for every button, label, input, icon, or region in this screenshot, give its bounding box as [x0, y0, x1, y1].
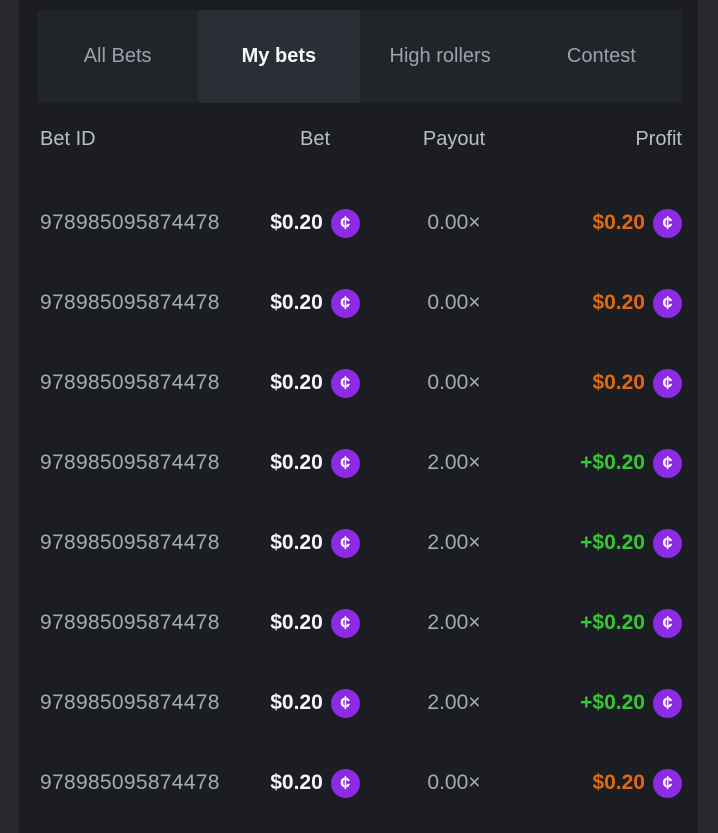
tab-contest[interactable]: Contest: [566, 45, 636, 67]
bet-amount-cell: $0.20 ¢: [270, 288, 360, 318]
profit-amount: +$0.20: [580, 691, 645, 714]
bet-amount-cell: $0.20 ¢: [270, 528, 360, 558]
tab-high-rollers[interactable]: High rollers: [389, 45, 491, 67]
coin-icon: ¢: [653, 528, 682, 558]
bet-amount: $0.20: [270, 691, 323, 714]
bet-amount-cell: $0.20 ¢: [270, 608, 360, 638]
payout-cell: 2.00×: [427, 691, 481, 714]
bet-amount-cell: $0.20 ¢: [270, 448, 360, 478]
payout-cell: 0.00×: [427, 771, 481, 794]
coin-icon: ¢: [653, 768, 682, 798]
profit-amount: +$0.20: [580, 531, 645, 554]
bet-amount: $0.20: [270, 451, 323, 474]
profit-amount: +$0.20: [580, 451, 645, 474]
profit-cell: $0.20 ¢: [592, 368, 682, 398]
coin-icon: ¢: [330, 528, 360, 558]
bet-amount: $0.20: [270, 771, 323, 794]
profit-cell: +$0.20 ¢: [580, 448, 682, 478]
bet-id-cell: 978985095874478: [40, 211, 220, 234]
table-row[interactable]: 978985095874478 $0.20 ¢ 0.00× $0.20 ¢: [37, 343, 682, 423]
coin-icon: ¢: [330, 208, 360, 238]
profit-amount: $0.20: [592, 771, 645, 794]
payout-cell: 2.00×: [427, 531, 481, 554]
table-row[interactable]: 978985095874478 $0.20 ¢ 0.00× $0.20 ¢: [37, 743, 682, 823]
bet-amount: $0.20: [270, 211, 323, 234]
bet-amount-cell: $0.20 ¢: [270, 768, 360, 798]
coin-icon: ¢: [653, 608, 682, 638]
coin-icon: ¢: [330, 608, 360, 638]
bet-id-cell: 978985095874478: [40, 691, 220, 714]
profit-cell: +$0.20 ¢: [580, 608, 682, 638]
table-row[interactable]: 978985095874478 $0.20 ¢ 2.00× +$0.20 ¢: [37, 583, 682, 663]
profit-amount: $0.20: [592, 211, 645, 234]
bet-amount: $0.20: [270, 611, 323, 634]
bet-amount-cell: $0.20 ¢: [270, 208, 360, 238]
profit-cell: $0.20 ¢: [592, 768, 682, 798]
profit-cell: +$0.20 ¢: [580, 528, 682, 558]
profit-amount: +$0.20: [580, 611, 645, 634]
col-header-bet: Bet: [299, 127, 331, 150]
table-row[interactable]: 978985095874478 $0.20 ¢ 0.00× $0.20 ¢: [37, 183, 682, 263]
col-header-profit: Profit: [635, 127, 682, 150]
profit-amount: $0.20: [592, 371, 645, 394]
bet-amount: $0.20: [270, 291, 323, 314]
coin-icon: ¢: [653, 688, 682, 718]
bet-amount-cell: $0.20 ¢: [270, 688, 360, 718]
payout-cell: 0.00×: [427, 291, 481, 314]
profit-cell: +$0.20 ¢: [580, 688, 682, 718]
coin-icon: ¢: [653, 288, 682, 318]
bet-amount-cell: $0.20 ¢: [270, 368, 360, 398]
coin-icon: ¢: [653, 368, 682, 398]
profit-cell: $0.20 ¢: [592, 288, 682, 318]
coin-icon: ¢: [653, 448, 682, 478]
bet-id-cell: 978985095874478: [40, 371, 220, 394]
table-row[interactable]: 978985095874478 $0.20 ¢ 2.00× +$0.20 ¢: [37, 423, 682, 503]
bet-id-cell: 978985095874478: [40, 531, 220, 554]
table-body: 978985095874478 $0.20 ¢ 0.00× $0.20 ¢ 97…: [37, 183, 682, 823]
table-row[interactable]: 978985095874478 $0.20 ¢ 0.00× $0.20 ¢: [37, 263, 682, 343]
profit-amount: $0.20: [592, 291, 645, 314]
payout-cell: 2.00×: [427, 451, 481, 474]
bet-id-cell: 978985095874478: [40, 291, 220, 314]
bet-id-cell: 978985095874478: [40, 451, 220, 474]
tab-all-bets[interactable]: All Bets: [83, 45, 152, 67]
bets-tabbar: All Bets My bets High rollers Contest: [37, 10, 682, 103]
bets-table: Bet ID Bet Payout Profit 978985095874478…: [37, 103, 682, 823]
table-row[interactable]: 978985095874478 $0.20 ¢ 2.00× +$0.20 ¢: [37, 663, 682, 743]
coin-icon: ¢: [653, 208, 682, 238]
bet-amount: $0.20: [270, 371, 323, 394]
bet-amount: $0.20: [270, 531, 323, 554]
table-row[interactable]: 978985095874478 $0.20 ¢ 2.00× +$0.20 ¢: [37, 503, 682, 583]
coin-icon: ¢: [330, 768, 360, 798]
col-header-payout: Payout: [422, 127, 486, 150]
payout-cell: 2.00×: [427, 611, 481, 634]
bet-id-cell: 978985095874478: [40, 611, 220, 634]
coin-icon: ¢: [330, 448, 360, 478]
coin-icon: ¢: [330, 688, 360, 718]
coin-icon: ¢: [330, 288, 360, 318]
table-header-row: Bet ID Bet Payout Profit: [37, 103, 682, 175]
tab-my-bets[interactable]: My bets: [198, 10, 360, 103]
bet-id-cell: 978985095874478: [40, 771, 220, 794]
payout-cell: 0.00×: [427, 211, 481, 234]
col-header-bet-id: Bet ID: [40, 127, 96, 150]
payout-cell: 0.00×: [427, 371, 481, 394]
profit-cell: $0.20 ¢: [592, 208, 682, 238]
coin-icon: ¢: [330, 368, 360, 398]
bets-panel: All Bets My bets High rollers Contest Be…: [19, 0, 698, 833]
